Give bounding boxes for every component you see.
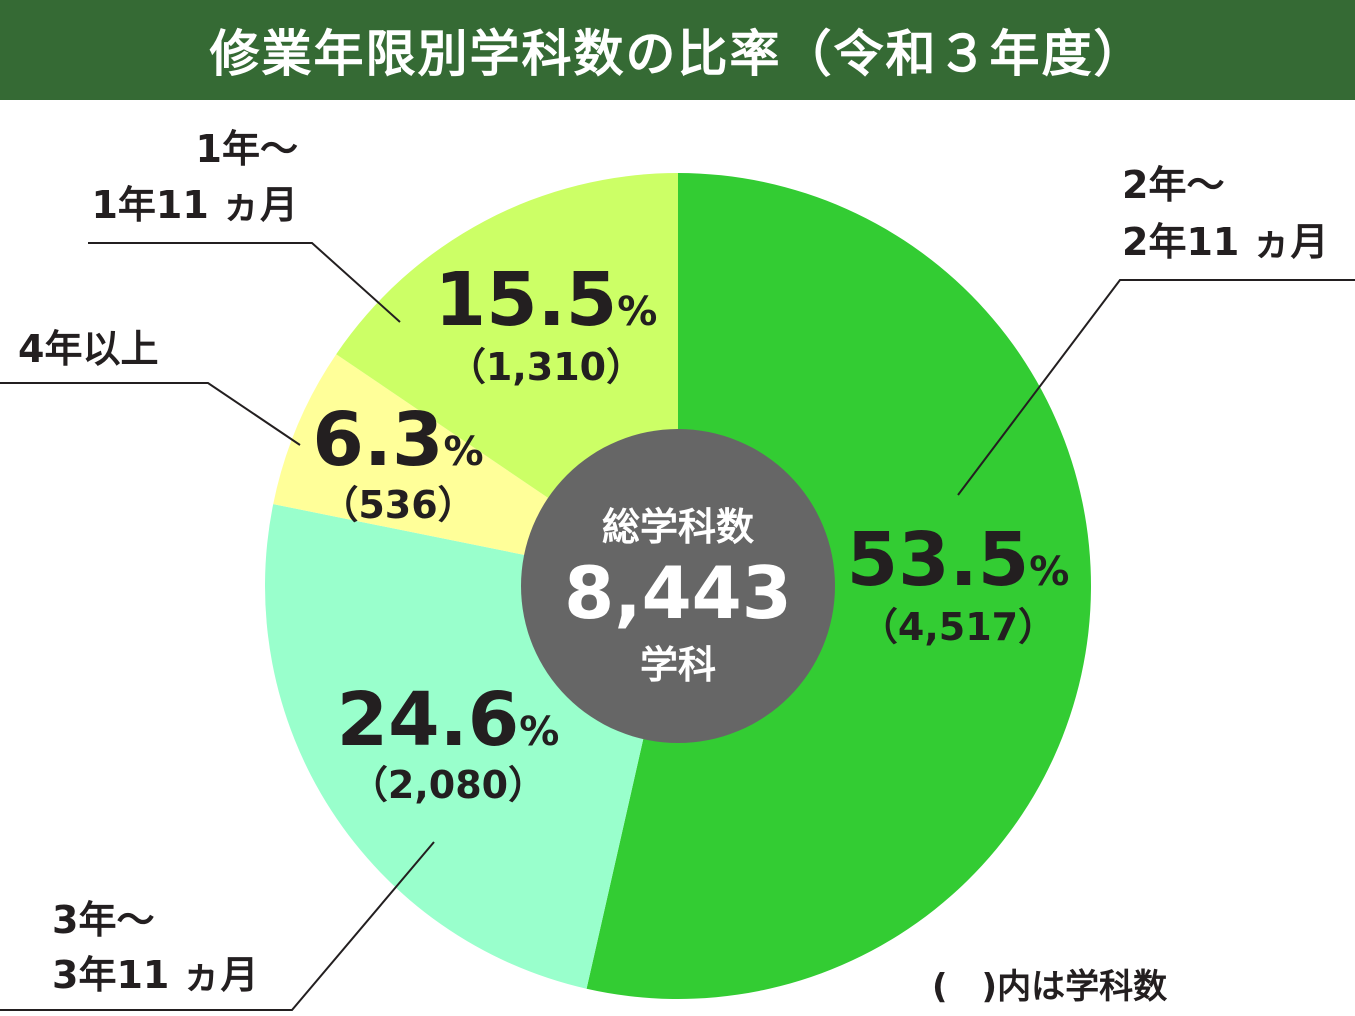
slice-4-years-plus-category-label: 4年以上 [18,327,158,371]
slice-3-years-category-label: 3年11 ヵ月 [52,953,259,997]
center-total-label: 総学科数 [602,505,754,549]
slice-1-year-leader-line [88,242,401,323]
count-note: ( )内は学科数 [932,967,1167,1007]
center-total: 総学科数 8,443 学科 [564,505,792,687]
slice-2-years-leader-line [957,279,1355,496]
slice-3-years-leader-line [0,841,435,1011]
slice-2-years-category-label: 2年11 ヵ月 [1122,220,1329,264]
slice-4-years-plus-percent-label: 6.3% [312,397,483,483]
slice-2-years-count-label: （4,517） [860,605,1056,649]
slice-4-years-plus-leader-line [0,382,301,446]
percent-sign: % [1029,549,1069,595]
percent-sign: % [617,289,657,335]
slice-4-years-plus-count-label: （536） [320,483,475,527]
leader-lines [0,242,1355,1011]
center-total-value: 8,443 [564,551,792,635]
slice-1-year-count-label: （1,310） [448,345,644,389]
percent-sign: % [444,429,484,475]
percent-sign: % [519,709,559,755]
percent-value: 15.5 [435,257,618,343]
chart-title: 修業年限別学科数の比率（令和３年度） [0,0,1355,100]
slice-1-year-category-label: 1年～ [196,127,298,171]
slice-3-years-category-label: 3年～ [52,898,154,942]
percent-value: 6.3 [312,397,443,483]
slice-2-years-category-label: 2年～ [1122,163,1224,207]
center-total-unit: 学科 [640,643,716,687]
slice-3-years-percent-label: 24.6% [337,677,560,763]
slice-3-years-count-label: （2,080） [350,763,546,807]
center-disc [521,429,835,743]
slice-1-year-category-label: 1年11 ヵ月 [91,183,298,227]
slice-1-year-percent-label: 15.5% [435,257,658,343]
slice-2-years-percent-label: 53.5% [847,517,1070,603]
slice-labels: 53.5%（4,517）2年～2年11 ヵ月24.6%（2,080）3年～3年1… [18,127,1329,997]
slice-2-years [586,173,1091,999]
percent-value: 24.6 [337,677,520,763]
percent-value: 53.5 [847,517,1030,603]
